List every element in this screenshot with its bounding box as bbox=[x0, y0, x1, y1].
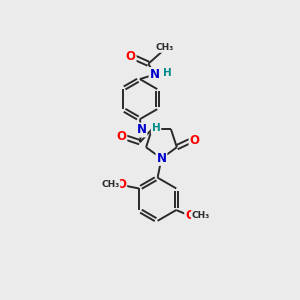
Text: H: H bbox=[163, 68, 172, 78]
Text: CH₃: CH₃ bbox=[101, 180, 120, 189]
Text: O: O bbox=[190, 134, 200, 147]
Text: N: N bbox=[149, 68, 160, 81]
Text: O: O bbox=[116, 178, 126, 191]
Text: CH₃: CH₃ bbox=[192, 211, 210, 220]
Text: CH₃: CH₃ bbox=[155, 43, 174, 52]
Text: O: O bbox=[185, 209, 195, 222]
Text: N: N bbox=[157, 152, 166, 165]
Text: O: O bbox=[126, 50, 136, 63]
Text: O: O bbox=[116, 130, 126, 143]
Text: H: H bbox=[152, 123, 161, 134]
Text: N: N bbox=[136, 123, 146, 136]
